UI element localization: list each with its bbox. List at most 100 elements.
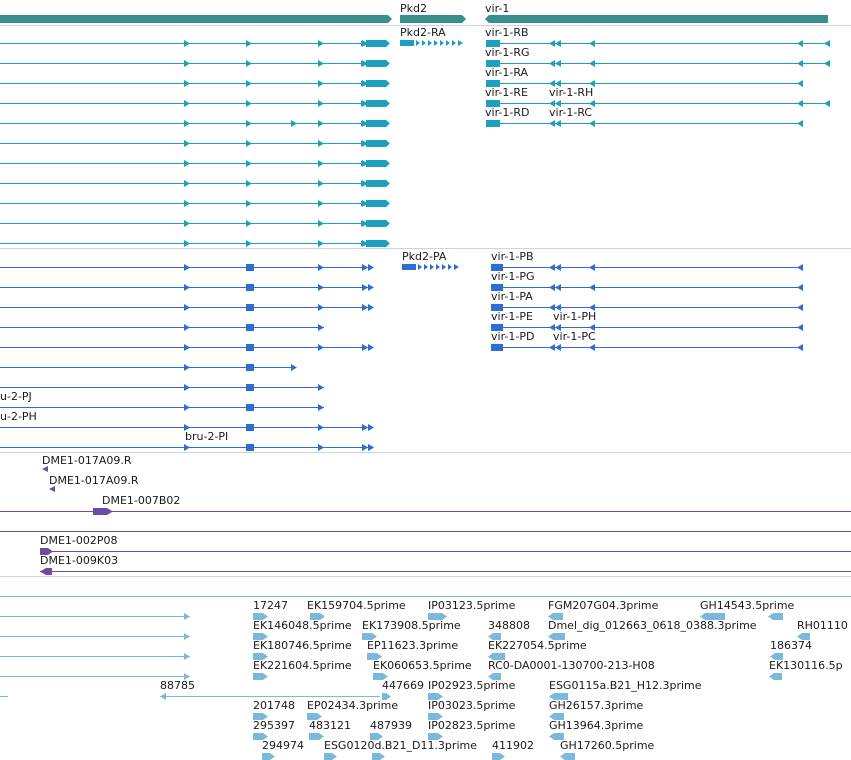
feature-row[interactable] [0,304,374,311]
transcript-rows-left[interactable] [0,40,390,247]
est-feature[interactable] [770,653,783,660]
protein-label: u-2-PH [0,410,37,423]
est-feature[interactable] [0,613,190,620]
transcript-rows-vir1[interactable] [486,40,830,127]
est-feature[interactable] [253,613,268,620]
est-feature[interactable] [253,673,268,680]
est-features[interactable] [0,613,810,760]
feature-row[interactable] [486,40,830,47]
gene-feature-pkd2[interactable] [400,15,462,23]
est-feature[interactable] [560,753,575,760]
est-feature[interactable] [253,633,268,640]
feature-row[interactable] [0,100,368,107]
feature-row[interactable] [0,140,368,147]
est-feature[interactable] [768,613,783,620]
feature-row[interactable] [491,324,803,331]
est-feature[interactable] [362,633,377,640]
est-feature[interactable] [367,653,382,660]
est-feature[interactable] [0,633,190,640]
feature-row[interactable] [0,40,368,47]
est-feature[interactable] [253,653,268,660]
est-label: EK159704.5prime [307,599,406,612]
feature-row[interactable] [0,284,374,291]
transcript-label: vir-1-RA [485,66,529,79]
feature-row[interactable] [0,324,324,331]
est-feature[interactable] [549,693,568,700]
clone-feature[interactable] [0,508,851,515]
est-feature[interactable] [0,693,380,700]
est-feature[interactable] [310,613,325,620]
est-label: Dmel_dig_012663_0618_0388.3prime [548,619,757,632]
est-feature[interactable] [428,733,443,740]
feature-row[interactable] [0,60,368,67]
est-feature[interactable] [372,753,385,760]
est-feature[interactable] [0,673,190,680]
feature-row[interactable] [0,264,374,271]
est-feature[interactable] [488,673,501,680]
est-feature[interactable] [0,653,190,660]
est-label: GH13964.3prime [549,719,644,732]
est-feature[interactable] [548,613,563,620]
clone-feature[interactable] [49,486,55,492]
protein-rows-vir1[interactable] [491,264,803,351]
feature-row[interactable] [491,344,803,351]
est-feature[interactable] [262,753,275,760]
feature-row[interactable] [0,364,297,371]
est-feature[interactable] [309,733,324,740]
est-label: ESG0120d.B21_D11.3prime [324,739,477,752]
transcript-pkd2-ra[interactable]: Pkd2-RA [400,26,463,46]
protein-rows-left[interactable] [0,264,374,451]
feature-row[interactable] [0,120,368,127]
est-feature[interactable] [797,633,810,640]
clone-feature[interactable] [40,568,851,575]
feature-row[interactable] [486,100,830,107]
clone-feature[interactable] [42,466,48,472]
feature-row[interactable] [486,120,803,127]
protein-label: vir-1-PC [553,330,596,343]
est-feature[interactable] [700,613,725,620]
est-feature[interactable] [428,693,443,700]
feature-row[interactable] [0,220,368,227]
feature-row[interactable] [0,200,368,207]
feature-row[interactable] [0,160,368,167]
est-feature[interactable] [488,653,505,660]
est-feature[interactable] [549,713,564,720]
protein-pkd2-pa[interactable]: Pkd2-PA [402,250,459,270]
est-feature[interactable] [253,713,268,720]
est-feature[interactable] [428,613,447,620]
feature-row[interactable] [0,404,324,411]
feature-row[interactable] [486,80,803,87]
feature-row[interactable] [0,344,374,351]
gene-feature-vir1[interactable] [489,15,828,23]
est-label: GH17260.5prime [560,739,655,752]
est-feature[interactable] [549,733,564,740]
feature-row[interactable] [486,60,830,67]
est-feature[interactable] [324,753,337,760]
est-feature[interactable] [382,693,391,700]
est-label: 295397 [253,719,295,732]
feature-row[interactable] [491,284,803,291]
feature-row[interactable] [0,180,368,187]
feature-row[interactable] [0,240,368,247]
est-feature[interactable] [548,633,565,640]
feature-row[interactable] [491,304,803,311]
est-feature[interactable] [253,733,268,740]
feature-row[interactable] [185,444,374,451]
clone-feature[interactable] [40,548,851,555]
est-feature[interactable] [488,633,501,640]
est-feature[interactable] [307,713,322,720]
protein-label: bru-2-PI [185,430,228,443]
est-label: 483121 [309,719,351,732]
feature-row[interactable] [0,424,374,431]
feature-row[interactable] [491,264,803,271]
est-feature[interactable] [373,673,388,680]
est-feature[interactable] [492,753,505,760]
feature-row[interactable] [0,384,324,391]
est-feature[interactable] [769,673,782,680]
feature-row[interactable] [0,80,368,87]
est-feature[interactable] [428,713,443,720]
est-feature[interactable] [370,733,383,740]
est-label: 447669 [382,679,424,692]
gene-feature-left[interactable] [0,15,388,23]
est-label: FGM207G04.3prime [548,599,659,612]
